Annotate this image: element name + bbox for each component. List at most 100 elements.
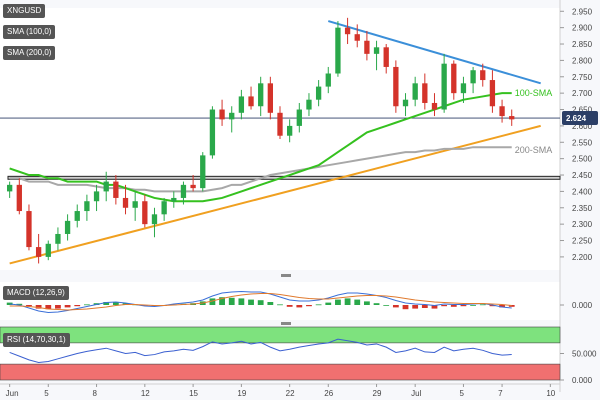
macd-histogram-bar xyxy=(103,302,110,305)
candle-body xyxy=(325,73,331,87)
macd-ytick-label: 0.000 xyxy=(572,301,593,310)
candle-body xyxy=(209,109,216,156)
macd-histogram-bar xyxy=(354,299,361,305)
candle-body xyxy=(171,197,177,202)
price-ytick-label: 2.450 xyxy=(572,171,593,180)
x-tick-label: 8 xyxy=(93,389,98,398)
macd-histogram-bar xyxy=(296,305,303,308)
candle-body xyxy=(180,184,187,198)
rsi-ytick-label: 0.000 xyxy=(572,376,593,385)
x-tick-label: 7 xyxy=(498,389,503,398)
x-tick-label: 10 xyxy=(546,389,555,398)
macd-histogram-bar xyxy=(64,305,71,308)
macd-histogram-bar xyxy=(16,303,23,305)
macd-histogram-bar xyxy=(257,300,264,305)
candle-body xyxy=(200,155,206,189)
macd-histogram-bar xyxy=(460,305,467,307)
candle-body xyxy=(113,181,119,198)
rsi-tag[interactable]: RSI (14,70,30,1) xyxy=(3,333,70,347)
candle-body xyxy=(45,243,51,257)
candle-body xyxy=(364,40,370,54)
macd-histogram-bar xyxy=(74,305,81,307)
macd-histogram-bar xyxy=(470,305,476,306)
macd-panel-bg xyxy=(0,282,560,320)
macd-histogram-bar xyxy=(267,302,274,305)
candle-body xyxy=(373,47,380,54)
candle-body xyxy=(132,201,138,208)
price-ytick-label: 2.700 xyxy=(572,89,593,98)
candle-body xyxy=(74,211,80,221)
macd-histogram-bar xyxy=(26,305,32,307)
candle-body xyxy=(402,99,409,107)
price-ytick-label: 2.500 xyxy=(572,155,593,164)
sma100-line xyxy=(9,92,512,203)
x-tick-label: 29 xyxy=(373,389,382,398)
macd-histogram-bar xyxy=(402,305,409,310)
symbol-tag[interactable]: XNGUSD xyxy=(3,4,46,18)
price-ytick-label: 2.550 xyxy=(572,138,593,147)
macd-histogram-bar xyxy=(441,305,448,307)
candle-body xyxy=(412,83,418,100)
price-ytick-label: 2.200 xyxy=(572,253,593,262)
resize-grip-rsi[interactable] xyxy=(281,322,291,325)
candle-body xyxy=(84,201,90,212)
macd-histogram-bar xyxy=(6,302,13,305)
candle-body xyxy=(219,109,225,120)
last-price-value: 2.624 xyxy=(566,114,587,123)
candle-body xyxy=(451,63,457,94)
macd-histogram-bar xyxy=(383,305,390,306)
macd-histogram-bar xyxy=(306,305,312,307)
candle-body xyxy=(122,197,129,208)
rsi-ytick-label: 50.000 xyxy=(572,350,597,359)
macd-tag[interactable]: MACD (12,26,9) xyxy=(3,286,69,300)
macd-histogram-bar xyxy=(209,298,216,305)
macd-histogram-bar xyxy=(335,299,341,305)
macd-histogram-bar xyxy=(55,305,61,309)
candle-body xyxy=(7,184,13,192)
rsi-oversold-zone xyxy=(0,363,561,381)
macd-histogram-bar xyxy=(499,305,505,308)
x-tick-label: 12 xyxy=(141,389,150,398)
candle-body xyxy=(103,181,109,192)
macd-histogram-bar xyxy=(286,305,293,307)
candle-body xyxy=(489,80,496,107)
x-tick-label: 5 xyxy=(44,389,49,398)
price-ytick-label: 2.400 xyxy=(572,187,593,196)
price-ytick-label: 2.250 xyxy=(572,237,593,246)
macd-histogram-bar xyxy=(364,301,370,305)
price-ytick-label: 2.350 xyxy=(572,204,593,213)
candle-body xyxy=(306,99,312,110)
macd-histogram-bar xyxy=(392,305,399,308)
candle-body xyxy=(55,233,61,244)
macd-histogram-bar xyxy=(431,305,438,309)
sma200-tag[interactable]: SMA (200,0) xyxy=(3,46,56,60)
candle-body xyxy=(238,96,245,113)
macd-line xyxy=(9,290,512,314)
sma200-line xyxy=(9,146,512,193)
macd-histogram-bar xyxy=(421,305,428,308)
candle-body xyxy=(470,70,476,84)
candle-body xyxy=(277,112,283,136)
sma200-label: 200-SMA xyxy=(515,145,553,155)
candle-body xyxy=(480,70,486,81)
candle-body xyxy=(190,184,196,189)
macd-histogram-bar xyxy=(84,304,90,306)
candle-body xyxy=(393,66,399,107)
macd-histogram-bar xyxy=(248,299,254,305)
macd-histogram-bar xyxy=(508,305,515,307)
price-ytick-label: 2.850 xyxy=(572,40,593,49)
x-tick-label: 15 xyxy=(189,389,198,398)
candle-body xyxy=(151,214,158,225)
candle-body xyxy=(287,125,293,136)
candle-body xyxy=(229,112,235,120)
candle-body xyxy=(315,86,322,100)
resize-grip-macd[interactable] xyxy=(281,274,291,277)
candle-body xyxy=(296,109,302,126)
rsi-line xyxy=(9,338,512,364)
sma100-tag[interactable]: SMA (100,0) xyxy=(3,25,56,39)
macd-histogram-bar xyxy=(277,304,283,306)
sma100-label: 100-SMA xyxy=(515,88,553,98)
candle-body xyxy=(267,83,273,113)
macd-histogram-bar xyxy=(373,303,380,305)
